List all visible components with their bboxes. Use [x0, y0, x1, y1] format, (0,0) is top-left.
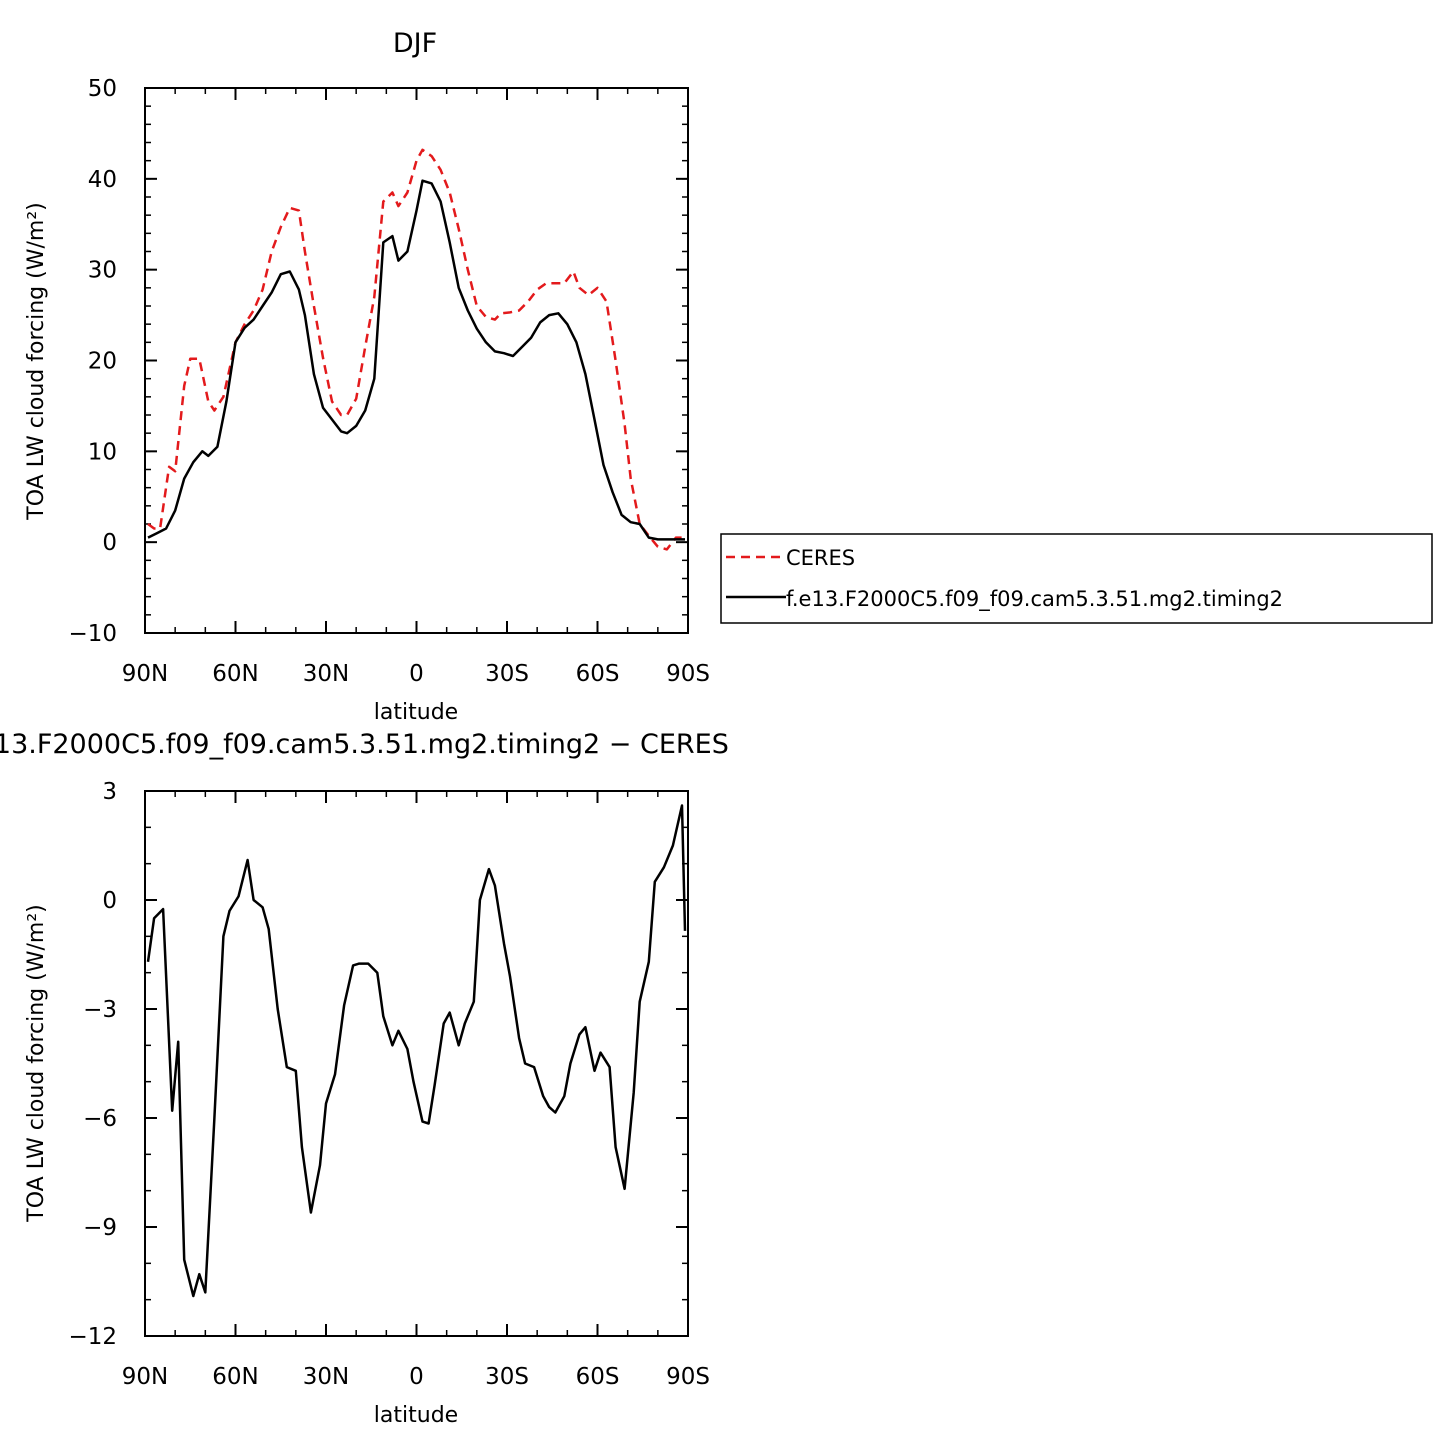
top-series-line-1 — [147, 179, 685, 541]
top-chart-title: DJF — [393, 28, 437, 59]
bottom-ticks — [144, 790, 689, 1337]
top-y-tick-label: 10 — [88, 439, 117, 465]
top-x-tick-label: 60N — [212, 661, 258, 687]
top-x-tick-label: 30N — [303, 661, 349, 687]
top-panel: DJF 90N 60N 30N 0 30S 60S 90S −10 0 10 20 30 40 50 TO… — [24, 28, 710, 725]
bottom-x-tick-label: 30S — [485, 1364, 529, 1390]
top-y-tick-label: 40 — [88, 167, 117, 193]
top-y-tick-label: −10 — [68, 621, 117, 647]
top-x-tick-label: 30S — [485, 661, 529, 687]
bottom-y-tick-label: −6 — [83, 1106, 117, 1132]
legend-box — [720, 533, 1433, 624]
bottom-y-tick-label: −3 — [83, 997, 117, 1023]
bottom-x-tick-label: 30N — [303, 1364, 349, 1390]
bottom-x-axis-label: latitude — [374, 1403, 458, 1428]
bottom-x-tick-label: 0 — [409, 1364, 424, 1390]
bottom-y-tick-label: −12 — [68, 1324, 117, 1350]
bottom-x-tick-label: 60S — [576, 1364, 620, 1390]
legend: CERES f.e13.F2000C5.f09_f09.cam5.3.51.mg… — [720, 533, 1433, 624]
bottom-chart-title: f.e13.F2000C5.f09_f09.cam5.3.51.mg2.timi… — [0, 729, 729, 760]
bottom-x-tick-label: 90S — [666, 1364, 710, 1390]
bottom-y-tick-label: 3 — [102, 779, 117, 805]
bottom-y-tick-label: −9 — [83, 1215, 117, 1241]
top-y-tick-label: 0 — [102, 530, 117, 556]
top-y-tick-label: 30 — [88, 258, 117, 284]
top-plot-frame — [144, 87, 689, 634]
bottom-series-group — [146, 804, 687, 1298]
top-y-axis-label: TOA LW cloud forcing (W/m²) — [24, 202, 49, 520]
bottom-x-tick-label: 60N — [212, 1364, 258, 1390]
top-x-tick-label: 90N — [122, 661, 168, 687]
top-ticks — [144, 87, 689, 634]
legend-label-ceres: CERES — [786, 546, 855, 570]
bottom-x-tick-label: 90N — [122, 1364, 168, 1390]
legend-label-model: f.e13.F2000C5.f09_f09.cam5.3.51.mg2.timi… — [786, 587, 1283, 612]
top-x-axis-label: latitude — [374, 700, 458, 725]
bottom-y-axis-label: TOA LW cloud forcing (W/m²) — [24, 904, 49, 1222]
top-y-tick-label: 50 — [88, 76, 117, 102]
top-x-tick-label: 0 — [409, 661, 424, 687]
top-x-tick-label: 60S — [576, 661, 620, 687]
bottom-y-tick-label: 0 — [102, 888, 117, 914]
top-y-tick-label: 20 — [88, 349, 117, 375]
top-tick-labels: 90N 60N 30N 0 30S 60S 90S −10 0 10 20 30 40 50 — [68, 76, 709, 687]
bottom-series-line-0 — [146, 804, 687, 1298]
bottom-tick-labels: 90N 60N 30N 0 30S 60S 90S −12 −9 −6 −3 0 3 — [68, 779, 709, 1390]
bottom-panel: f.e13.F2000C5.f09_f09.cam5.3.51.mg2.timi… — [0, 729, 729, 1428]
top-series-group — [147, 148, 685, 551]
top-x-tick-label: 90S — [666, 661, 710, 687]
